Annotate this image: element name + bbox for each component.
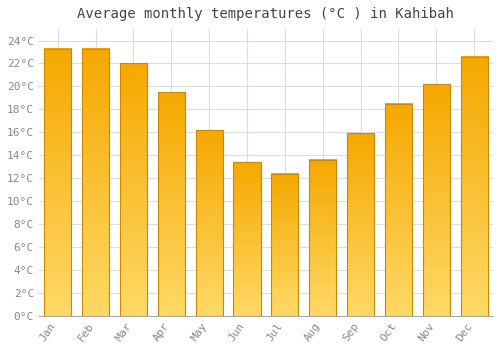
Bar — [158, 92, 185, 316]
Bar — [196, 130, 223, 316]
Bar — [44, 49, 72, 316]
Bar — [234, 162, 260, 316]
Bar — [309, 160, 336, 316]
Bar — [422, 84, 450, 316]
Bar — [460, 57, 488, 316]
Bar — [271, 174, 298, 316]
Bar — [82, 49, 109, 316]
Bar — [120, 63, 147, 316]
Title: Average monthly temperatures (°C ) in Kahibah: Average monthly temperatures (°C ) in Ka… — [78, 7, 454, 21]
Bar — [385, 104, 412, 316]
Bar — [347, 133, 374, 316]
